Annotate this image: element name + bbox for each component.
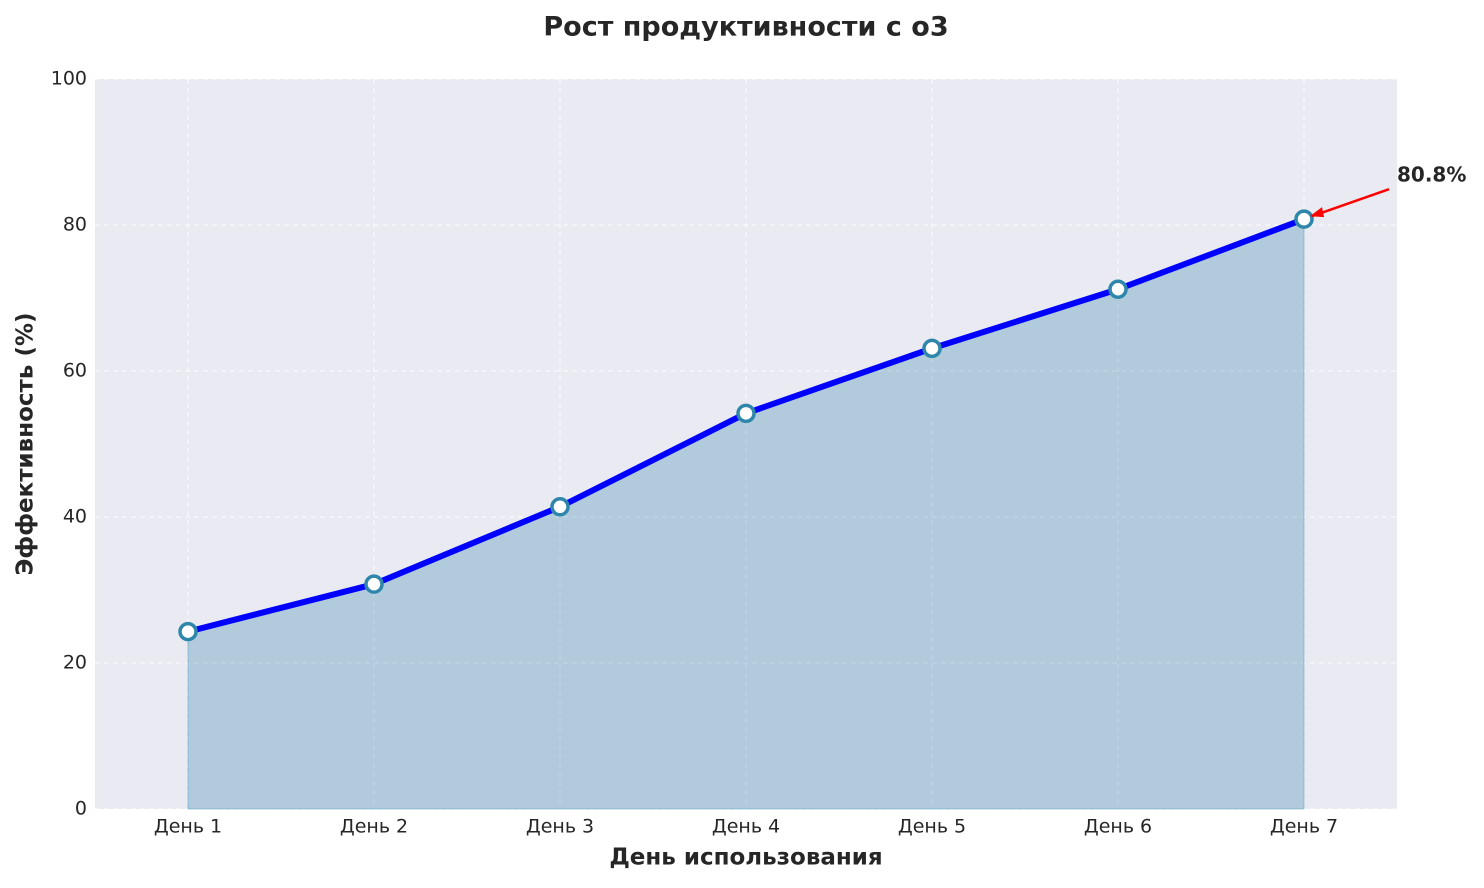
marker xyxy=(178,621,198,642)
y-tick-label: 80 xyxy=(63,214,87,236)
y-tick-label: 0 xyxy=(75,798,87,820)
annotation-arrow xyxy=(1311,187,1390,218)
marker xyxy=(922,338,942,359)
y-tick-label: 20 xyxy=(63,652,87,674)
x-axis-label: День использования xyxy=(609,845,882,871)
x-tick-label: День 5 xyxy=(898,816,966,838)
y-axis-label: Эффективность (%) xyxy=(13,312,39,575)
marker xyxy=(364,574,384,594)
annotation: 80.8% xyxy=(1397,163,1466,187)
y-tick-label: 60 xyxy=(63,360,87,382)
chart-title: Рост продуктивности с o3 xyxy=(543,12,948,43)
x-tick-label: День 4 xyxy=(712,816,780,838)
y-tick-label: 40 xyxy=(63,506,87,528)
x-tick-label: День 3 xyxy=(526,816,594,838)
marker xyxy=(550,497,570,517)
x-tick-label: День 6 xyxy=(1084,816,1152,838)
annotation-arrowhead xyxy=(1310,207,1324,218)
x-tick-label: День 1 xyxy=(154,816,222,838)
y-tick-label: 100 xyxy=(51,68,87,90)
marker xyxy=(1294,209,1314,229)
marker xyxy=(1108,279,1128,299)
x-tick-label: День 2 xyxy=(340,816,408,838)
x-tick-label: День 7 xyxy=(1270,816,1338,838)
marker xyxy=(736,403,756,424)
